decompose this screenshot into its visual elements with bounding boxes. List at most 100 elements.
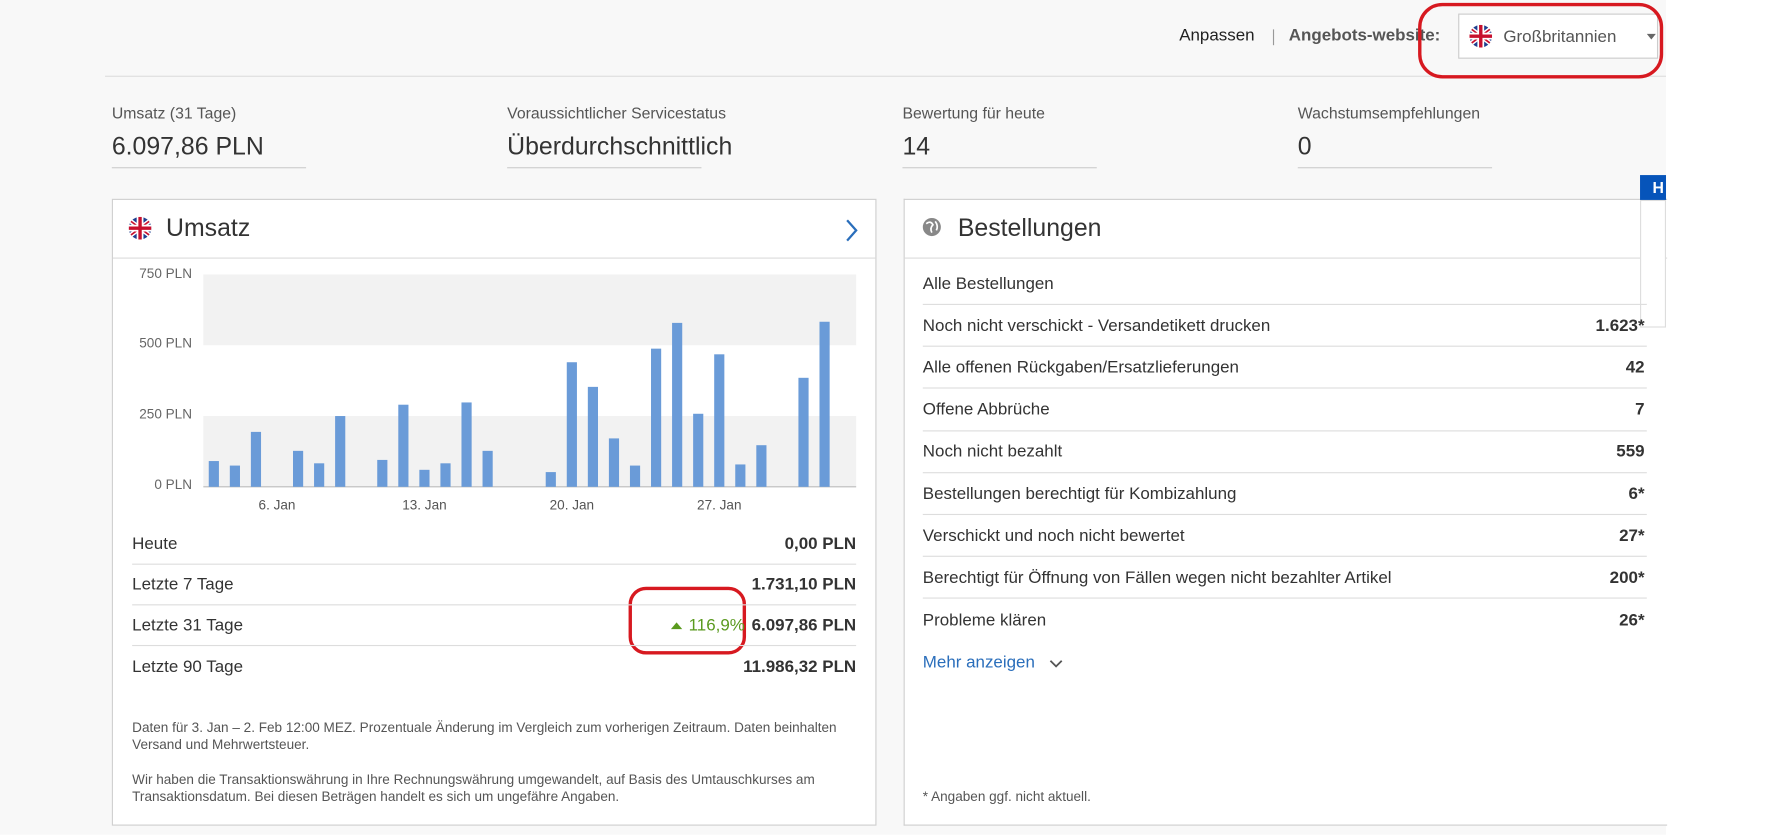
order-row[interactable]: Bestellungen berechtigt für Kombizahlung… — [922, 473, 1647, 516]
order-row[interactable]: Offene Abbrüche 7 — [922, 389, 1647, 432]
uk-flag — [128, 216, 152, 240]
row-value: 559 — [1616, 441, 1645, 462]
row-label: Berechtigt für Öffnung von Fällen wegen … — [922, 568, 1392, 588]
order-row[interactable]: Berechtigt für Öffnung von Fällen wegen … — [922, 557, 1647, 600]
sales-note: Wir haben die Transaktionswährung in Ihr… — [132, 771, 815, 805]
header-divider — [105, 75, 1667, 77]
bar — [651, 348, 662, 487]
bar — [798, 377, 809, 487]
summary-label: Wachstumsempfehlungen — [1297, 103, 1481, 122]
summary-underline — [1297, 167, 1493, 169]
row-label: Alle offenen Rückgaben/Ersatzlieferungen — [922, 357, 1239, 378]
order-row[interactable]: Noch nicht verschickt - Versandetikett d… — [922, 305, 1647, 347]
row-value: 6* — [1628, 483, 1645, 504]
separator — [1272, 29, 1275, 46]
bar — [735, 464, 746, 487]
summary-underline — [902, 167, 1097, 169]
change-indicator: 116,9% — [670, 615, 745, 635]
row-value: 0,00 PLN — [784, 534, 857, 554]
y-tick-label: 750 PLN — [139, 266, 192, 281]
row-value: 7 — [1635, 399, 1645, 420]
sales-row: Letzte 31 Tage 116,9% 6.097,86 PLN — [132, 605, 857, 647]
order-row[interactable]: Verschickt und noch nicht bewertet 27* — [922, 515, 1647, 558]
row-label: Noch nicht verschickt - Versandetikett d… — [922, 315, 1271, 336]
bar — [819, 321, 830, 487]
bar — [629, 465, 641, 487]
bar — [292, 450, 304, 487]
bar — [461, 402, 472, 487]
bar — [482, 450, 493, 487]
order-row[interactable]: Noch nicht bezahlt 559 — [922, 431, 1647, 474]
summary-label: Umsatz (31 Tage) — [111, 103, 237, 122]
sales-row: Letzte 7 Tage 1.731,10 PLN — [132, 565, 857, 606]
order-row[interactable]: Probleme klären 26* — [923, 599, 1647, 641]
side-panel — [1640, 199, 1667, 328]
order-row[interactable]: Alle Bestellungen — [922, 263, 1647, 305]
row-value: 200* — [1609, 568, 1645, 588]
card-title: Umsatz — [166, 213, 251, 242]
bar — [208, 461, 219, 487]
summary-label: Bewertung für heute — [902, 103, 1045, 122]
row-value: 6.097,86 PLN — [751, 615, 857, 635]
row-label: Letzte 7 Tage — [132, 574, 234, 595]
site-label: Angebots-website: — [1288, 25, 1441, 46]
sales-row: Letzte 90 Tage 11.986,32 PLN — [132, 646, 856, 687]
orders-note: * Angaben ggf. nicht aktuell. — [922, 788, 1091, 805]
y-tick-label: 0 PLN — [154, 477, 192, 492]
chevron-down — [1049, 660, 1063, 668]
summary-underline — [507, 167, 702, 169]
bar — [714, 354, 725, 487]
summary-value: 0 — [1297, 132, 1312, 161]
x-tick-label: 6. Jan — [259, 498, 296, 513]
summary-value: 6.097,86 PLN — [111, 132, 264, 161]
row-label: Bestellungen berechtigt für Kombizahlung — [922, 483, 1237, 504]
row-value: 26* — [1619, 610, 1645, 630]
highlight-circle — [1418, 2, 1664, 79]
chevron-right[interactable] — [844, 218, 860, 243]
bar — [608, 438, 620, 487]
bar — [756, 445, 767, 487]
y-tick-label: 500 PLN — [139, 336, 192, 351]
summary-value: Überdurchschnittlich — [507, 132, 733, 161]
side-widget-tab[interactable]: H — [1640, 175, 1667, 200]
bar — [398, 404, 409, 487]
bar — [545, 472, 556, 487]
row-value: 1.623* — [1595, 315, 1645, 336]
orders-card: Bestellungen — [903, 198, 1683, 826]
bar — [335, 416, 346, 487]
up-arrow — [670, 621, 682, 629]
summary-value: 14 — [902, 132, 931, 161]
grid-band — [203, 274, 857, 346]
sales-row: Heute 0,00 PLN — [132, 524, 857, 565]
show-more[interactable]: Mehr anzeigen — [922, 652, 1035, 673]
change-value: 116,9% — [688, 615, 745, 635]
row-label: Offene Abbrüche — [922, 399, 1050, 420]
bar — [314, 463, 325, 487]
card-title: Bestellungen — [957, 213, 1102, 242]
grid-band — [203, 416, 857, 487]
summary-label: Voraussichtlicher Servicestatus — [507, 103, 727, 122]
sales-note: Daten für 3. Jan – 2. Feb 12:00 MEZ. Pro… — [132, 719, 837, 753]
row-label: Letzte 90 Tage — [132, 656, 244, 677]
row-value: 1.731,10 PLN — [751, 574, 857, 595]
x-tick-label: 20. Jan — [550, 498, 594, 513]
dropdown-caret — [1646, 33, 1656, 40]
highlight-circle — [628, 586, 747, 655]
summary-underline — [111, 167, 307, 169]
row-value: 42 — [1625, 357, 1645, 378]
page-edge — [1667, 0, 1771, 835]
row-label: Probleme klären — [922, 610, 1047, 630]
bar — [587, 386, 598, 487]
x-tick-label: 13. Jan — [402, 498, 446, 513]
site-value[interactable]: Großbritannien — [1503, 27, 1617, 47]
row-value: 27* — [1619, 525, 1645, 546]
card-divider — [904, 257, 1683, 259]
x-tick-label: 27. Jan — [697, 498, 741, 513]
bar — [440, 463, 451, 487]
order-row[interactable]: Alle offenen Rückgaben/Ersatzlieferungen… — [922, 347, 1647, 389]
sales-chart: 0 PLN 250 PLN 500 PLN 750 PLN 6. Jan 13. Jan 2… — [139, 266, 857, 513]
customize-link[interactable]: Anpassen — [1179, 25, 1255, 46]
uk-flag — [1469, 24, 1493, 48]
